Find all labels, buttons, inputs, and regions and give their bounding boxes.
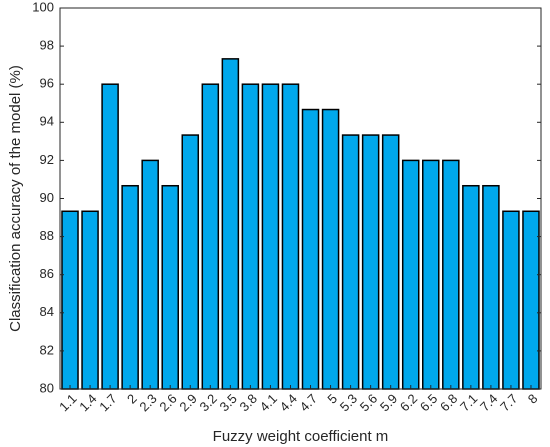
y-axis-label: Classification accuracy of the model (%) [7,65,24,332]
bar-1.7 [101,83,119,390]
x-tick-label: 4.7 [297,391,320,414]
y-tick-label: 94 [40,114,54,129]
x-tick-label: 1.7 [96,391,119,414]
bar-2.6 [161,184,179,390]
y-tick-label: 96 [40,76,54,91]
bar-5 [321,108,340,390]
bar-7.4 [482,184,500,390]
y-tick-label: 82 [40,342,54,357]
x-axis-label: Fuzzy weight coefficient m [213,428,389,445]
bar-7.7 [502,210,520,390]
bar-6.2 [401,159,420,390]
y-tick-label: 86 [40,266,54,281]
bar-1.4 [81,210,99,390]
bar-5.3 [341,134,360,390]
bar-5.9 [381,134,400,390]
y-tick-label: 98 [40,38,54,53]
y-tick-label: 100 [32,0,54,14]
bar-4.7 [301,108,320,390]
y-axis-ticks: 80 82 84 86 88 90 92 94 96 98 100 [32,0,541,395]
bar-1.1 [61,210,79,390]
bars-group [61,58,540,390]
bar-5.6 [361,134,380,390]
bar-3.8 [241,83,260,390]
bar-7.1 [462,184,480,390]
y-tick-label: 92 [40,152,54,167]
bar-3.2 [201,83,220,390]
y-tick-label: 90 [40,190,54,205]
bar-6.8 [442,159,460,390]
y-tick-label: 80 [40,380,54,395]
bar-4.4 [281,83,300,390]
bar-8 [522,210,540,390]
bar-6.5 [422,159,440,390]
bar-2.3 [141,159,159,390]
y-tick-label: 84 [40,304,54,319]
bar-3.5 [221,58,240,390]
y-tick-label: 88 [40,228,54,243]
bar-4.1 [261,83,280,390]
x-tick-label: 7.7 [497,391,520,414]
x-tick-label: 8 [525,391,541,407]
bar-2 [121,184,139,390]
bar-2.9 [181,134,200,390]
plot-frame [59,7,542,390]
